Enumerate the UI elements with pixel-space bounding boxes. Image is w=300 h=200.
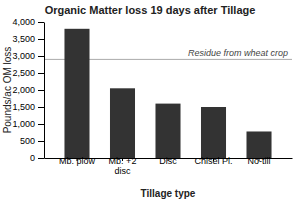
tick-label: 1,000 [12,119,35,129]
tick: 500 [20,136,44,146]
tick-label: No-till [248,156,271,166]
tick-label: 1,500 [12,102,35,112]
y-axis-title: Pounds/ac OM loss [2,47,13,134]
tick: Disc [159,156,177,166]
tick-label: Mb. +2disc [109,156,137,176]
tick: 3,500 [12,34,44,44]
tick-mark [38,90,44,91]
bar [201,107,226,158]
y-axis: 0 500 1,000 1,500 2,000 2,500 3,000 3,500 4,000 [12,17,44,163]
bar [155,104,180,158]
x-axis: Mb. plow Mb. +2disc Disc Chisel Pl. No-till [45,156,293,176]
tick-label: 500 [20,136,35,146]
bar [110,88,135,158]
tick: Mb. +2disc [109,156,137,176]
tick-mark [38,107,44,108]
tick-mark [38,73,44,74]
title: Organic Matter loss 19 days after Tillag… [45,4,256,16]
tick-mark [38,56,44,57]
tick-mark [38,124,44,125]
tick: 2,000 [12,85,44,95]
axis-line [44,23,45,159]
tick-label: 2,000 [12,85,35,95]
tick-label: Mb. plow [59,156,96,166]
tick-label: 2,500 [12,68,35,78]
tick: 4,000 [12,17,44,27]
bar [64,29,89,158]
annotation: Residue from wheat crop [188,48,288,58]
tick-label: Chisel Pl. [194,156,232,166]
tick-mark [38,158,44,159]
tick: 2,500 [12,68,44,78]
tick: 1,500 [12,102,44,112]
tick-mark [38,22,44,23]
tick-label: 3,000 [12,51,35,61]
chart: 0 500 1,000 1,500 2,000 2,500 3,000 3,500 4,000 M… [0,0,300,200]
bar [246,131,271,158]
plot-area [44,29,292,158]
tick: No-till [248,156,271,166]
x-axis-title: Tillage type [141,188,196,199]
tick: 0 [30,153,44,163]
tick: Chisel Pl. [194,156,232,166]
tick-label: Disc [159,156,177,166]
tick-mark [38,141,44,142]
tick-label: 4,000 [12,17,35,27]
tick-label: 0 [30,153,35,163]
tick: 3,000 [12,51,44,61]
tick: 1,000 [12,119,44,129]
tick: Mb. plow [59,156,96,166]
tick-label: 3,500 [12,34,35,44]
tick-mark [38,39,44,40]
